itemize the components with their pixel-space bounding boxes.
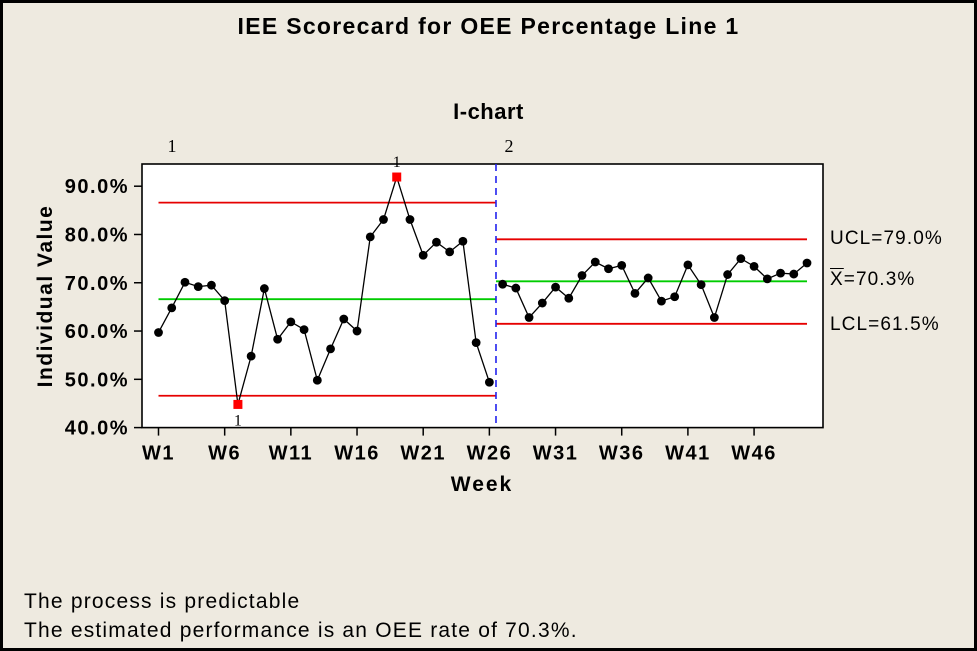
y-tick-label: 80.0% [65, 224, 129, 246]
mean-value: =70.3% [843, 269, 916, 290]
data-point [246, 351, 256, 361]
y-tick-label: 90.0% [65, 176, 129, 198]
x-tick-label: W36 [599, 443, 645, 465]
mean-label: X=70.3% [830, 269, 915, 291]
data-point [564, 293, 574, 303]
data-point [709, 313, 719, 322]
chart-title: IEE Scorecard for OEE Percentage Line 1 [237, 13, 740, 39]
data-point [326, 344, 335, 354]
process-conclusions: The process is predictable The estimated… [24, 587, 578, 645]
out-of-control-point [392, 172, 402, 182]
data-point [617, 260, 627, 270]
data-point [551, 282, 560, 292]
data-point [259, 284, 269, 293]
out-of-control-point [233, 399, 243, 409]
data-point [286, 317, 296, 327]
y-tick-label: 40.0% [65, 418, 129, 440]
data-point [630, 288, 640, 298]
data-point [458, 236, 468, 246]
ucl-label: UCL=79.0% [830, 228, 943, 249]
data-point [604, 264, 613, 274]
x-tick-label: W21 [400, 443, 446, 465]
data-point [484, 377, 494, 387]
data-point [696, 280, 706, 290]
x-tick-label: W26 [467, 443, 513, 465]
data-point [379, 215, 388, 224]
data-point [577, 271, 587, 280]
ichart-subtitle: I-chart [453, 99, 524, 124]
y-axis-title: Individual Value [34, 204, 57, 388]
x-tick-label: W1 [142, 443, 175, 465]
conclusion-line-2: The estimated performance is an OEE rate… [24, 619, 578, 642]
y-tick-label: 60.0% [65, 321, 129, 343]
data-point [723, 270, 733, 279]
x-tick-label: W41 [665, 443, 711, 465]
plot-area [141, 163, 824, 429]
stage-1-label: 1 [167, 136, 177, 156]
conclusion-line-1: The process is predictable [24, 590, 301, 613]
data-point [802, 258, 812, 268]
data-point [683, 260, 693, 270]
data-point [365, 232, 375, 242]
data-point [498, 279, 508, 289]
xbar-symbol: X [830, 269, 844, 290]
data-point [180, 277, 190, 287]
data-point [749, 261, 759, 271]
y-tick-label: 50.0% [65, 369, 129, 391]
data-point [643, 273, 653, 283]
data-point [524, 313, 534, 322]
data-point [273, 334, 283, 344]
data-point [193, 282, 203, 292]
data-point [312, 375, 322, 385]
data-point [657, 296, 666, 306]
y-tick-label: 70.0% [65, 273, 129, 295]
signal-label: 1 [234, 412, 242, 429]
stage-2-label: 2 [504, 136, 514, 156]
data-point [207, 280, 216, 290]
data-point [405, 215, 415, 224]
x-tick-label: W11 [269, 443, 314, 465]
data-point [762, 274, 772, 284]
data-point [432, 237, 441, 247]
data-point [789, 269, 799, 279]
data-point [471, 338, 481, 348]
data-point [352, 326, 362, 336]
data-point [670, 292, 680, 302]
x-tick-label: W6 [208, 443, 241, 465]
x-tick-label: W46 [731, 443, 777, 465]
signal-label: 1 [393, 154, 401, 171]
data-point [445, 247, 455, 257]
data-point [339, 314, 349, 324]
i-chart-plot: 40.0% 50.0% 60.0% 70.0% 80.0% 90.0% W1 W6 W11 W16… [65, 154, 824, 465]
data-point [590, 257, 600, 267]
data-point [167, 303, 177, 313]
x-axis-title: Week [450, 473, 514, 496]
data-point [736, 254, 746, 264]
data-point [776, 268, 785, 278]
x-tick-label: W31 [533, 443, 579, 465]
data-point [418, 250, 428, 260]
data-point [299, 325, 309, 334]
data-point [154, 328, 163, 337]
data-point [511, 283, 521, 293]
lcl-label: LCL=61.5% [830, 314, 940, 335]
data-point [537, 298, 547, 308]
x-tick-label: W16 [334, 443, 380, 465]
data-point [220, 296, 230, 306]
